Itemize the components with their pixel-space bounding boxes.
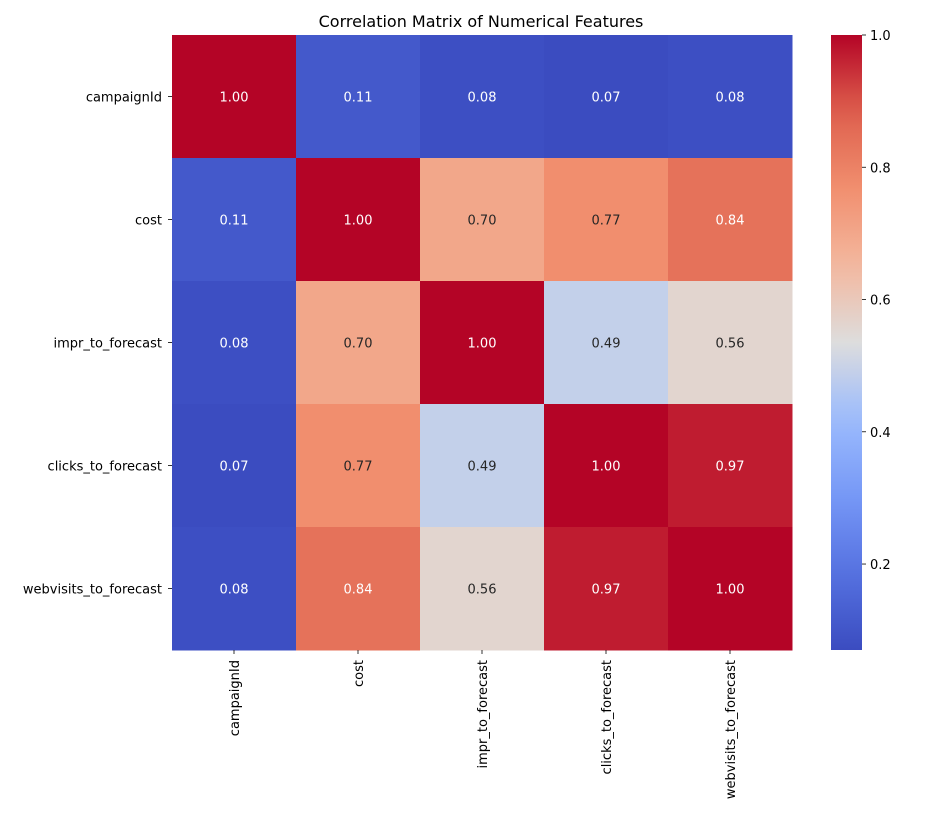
colorbar-tick-label: 0.2 [870, 558, 891, 573]
cell-value-label: 0.70 [344, 337, 373, 352]
cell-value-label: 0.08 [716, 91, 745, 106]
heatmap-cell [172, 404, 297, 528]
x-tick-label: clicks_to_forecast [600, 660, 615, 774]
cell-value-label: 0.11 [220, 214, 249, 229]
heatmap-cell [668, 404, 793, 528]
cell-value-label: 0.77 [344, 460, 373, 475]
heatmap-cell [668, 527, 793, 651]
heatmap-cells: 1.00 0.11 0.08 0.07 0.08 0.11 1.00 0.70 0.77 0.84… [172, 35, 793, 651]
cell-value-label: 0.08 [220, 337, 249, 352]
heatmap-cell [668, 35, 793, 159]
cell-value-label: 0.97 [592, 583, 621, 598]
y-tick-labels: campaignId cost impr_to_forecast clicks_to_… [23, 91, 172, 598]
cell-value-label: 1.00 [592, 460, 621, 475]
cell-value-label: 1.00 [220, 91, 249, 106]
cell-value-label: 0.49 [468, 460, 497, 475]
cell-value-label: 0.56 [716, 337, 745, 352]
heatmap-cell [420, 404, 545, 528]
heatmap-cell [544, 527, 669, 651]
x-tick-label: impr_to_forecast [476, 660, 491, 769]
heatmap-cell [420, 527, 545, 651]
chart-title: Correlation Matrix of Numerical Features [319, 12, 644, 31]
cell-value-label: 0.84 [344, 583, 373, 598]
y-tick-label: impr_to_forecast [54, 337, 163, 352]
x-tick-label: cost [352, 660, 367, 687]
cell-value-label: 0.49 [592, 337, 621, 352]
heatmap-cell [172, 281, 297, 405]
y-tick-label: webvisits_to_forecast [23, 583, 162, 598]
heatmap-cell [172, 158, 297, 282]
heatmap-cell [296, 404, 421, 528]
cell-value-label: 1.00 [344, 214, 373, 229]
heatmap-cell [296, 35, 421, 159]
colorbar-tick-label: 0.6 [870, 294, 891, 309]
x-tick-label: campaignId [228, 660, 243, 736]
heatmap-cell [296, 158, 421, 282]
y-tick-label: campaignId [86, 91, 162, 106]
colorbar-tick-label: 1.0 [870, 29, 891, 44]
heatmap-cell [668, 158, 793, 282]
cell-value-label: 0.11 [344, 91, 373, 106]
cell-value-label: 0.84 [716, 214, 745, 229]
heatmap-cell [296, 527, 421, 651]
colorbar-tick-label: 0.8 [870, 161, 891, 176]
heatmap-cell [172, 527, 297, 651]
heatmap-cell [296, 281, 421, 405]
heatmap-cell [420, 158, 545, 282]
heatmap-cell [420, 281, 545, 405]
cell-value-label: 1.00 [716, 583, 745, 598]
x-tick-labels: campaignId cost impr_to_forecast clicks_to_… [228, 650, 739, 799]
heatmap-cell [668, 281, 793, 405]
cell-value-label: 0.97 [716, 460, 745, 475]
x-tick-label: webvisits_to_forecast [724, 660, 739, 799]
heatmap-cell [544, 158, 669, 282]
heatmap-cell [420, 35, 545, 159]
heatmap-cell [544, 404, 669, 528]
heatmap-cell [544, 35, 669, 159]
cell-value-label: 0.08 [468, 91, 497, 106]
cell-value-label: 0.07 [220, 460, 249, 475]
colorbar-ticks: 0.2 0.4 0.6 0.8 1.0 [862, 29, 891, 573]
colorbar-gradient [831, 35, 862, 650]
cell-value-label: 0.77 [592, 214, 621, 229]
cell-value-label: 0.70 [468, 214, 497, 229]
cell-value-label: 0.56 [468, 583, 497, 598]
y-tick-label: clicks_to_forecast [48, 460, 162, 475]
heatmap-cell [544, 281, 669, 405]
cell-value-label: 0.08 [220, 583, 249, 598]
cell-value-label: 1.00 [468, 337, 497, 352]
heatmap-cell [172, 35, 297, 159]
colorbar-tick-label: 0.4 [870, 426, 891, 441]
y-tick-label: cost [135, 214, 162, 229]
cell-value-label: 0.07 [592, 91, 621, 106]
colorbar: 0.2 0.4 0.6 0.8 1.0 [831, 29, 891, 650]
